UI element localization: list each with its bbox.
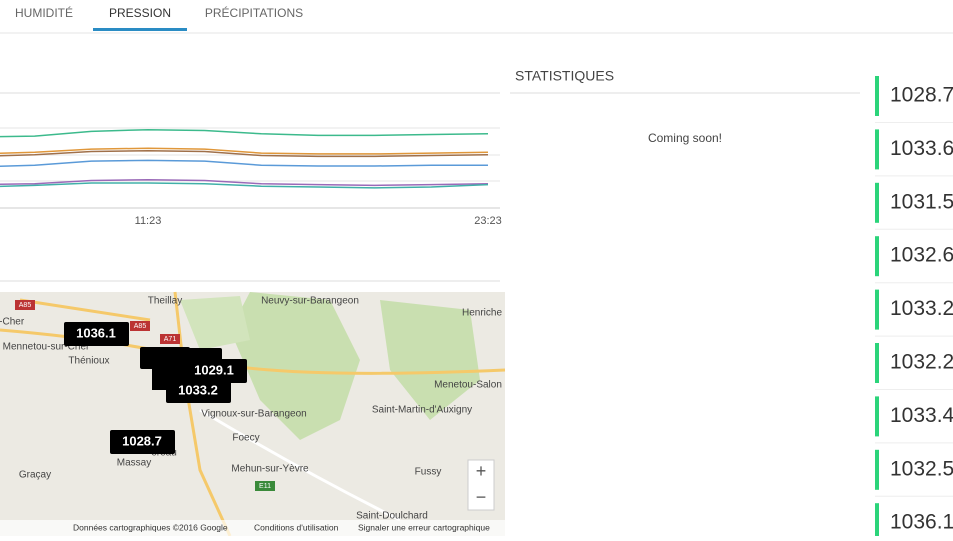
map-footer-text: Données cartographiques ©2016 Google <box>73 522 228 532</box>
status-bar <box>875 396 879 437</box>
forest <box>380 300 480 420</box>
place-label: Saint-Martin-d'Auxigny <box>372 405 472 416</box>
status-bar <box>875 289 879 330</box>
status-bar <box>875 343 879 383</box>
list-value: 1033.6 <box>890 137 953 160</box>
series-line <box>0 147 489 155</box>
tab-active[interactable]: PRESSION <box>109 6 171 20</box>
list-value: 1033.4 <box>890 404 953 427</box>
x-tick-label: 23:23 <box>474 215 502 227</box>
road-badge <box>130 321 150 331</box>
place-label: Menetou-Salon <box>434 380 502 391</box>
status-bar <box>875 503 879 541</box>
place-label: Fussy <box>415 467 442 478</box>
road-badge <box>15 300 35 310</box>
marker[interactable] <box>166 379 231 403</box>
road-badge <box>160 334 180 344</box>
place-label: Mehun-sur-Yèvre <box>231 464 309 475</box>
status-bar <box>875 76 879 116</box>
marker-label[interactable]: 1036.1 <box>76 325 116 340</box>
list-value: 1036.1 <box>890 511 953 534</box>
marker-label[interactable]: 1033.2 <box>178 382 218 397</box>
marker-label[interactable]: 1029.1 <box>194 362 234 377</box>
map: Theillay Neuvy-sur-Barangeon Henriche r-Che… <box>0 291 506 537</box>
road <box>19 298 151 322</box>
series-line <box>0 128 489 138</box>
series-line <box>0 182 489 189</box>
place-label: Henriche <box>462 308 502 319</box>
place-label: Theillay <box>148 296 182 307</box>
road-label: A85 <box>19 302 32 309</box>
tab[interactable]: HUMIDITÉ <box>15 5 73 20</box>
marker[interactable] <box>140 347 190 369</box>
marker[interactable] <box>182 359 247 383</box>
map-footer-text[interactable]: Signaler une erreur cartographique <box>358 522 490 532</box>
status-bar <box>875 182 879 223</box>
place-label: Neuvy-sur-Barangeon <box>261 296 359 307</box>
place-label: Foecy <box>232 433 259 444</box>
place-label: Massay <box>117 458 151 469</box>
zoom-control <box>467 459 495 511</box>
marker[interactable] <box>110 430 175 454</box>
road-label: E11 <box>259 483 271 490</box>
tab-indicator <box>93 28 187 31</box>
list-value: 1031.5 <box>890 190 953 213</box>
forest <box>180 296 250 350</box>
status-bar <box>875 129 879 170</box>
tab[interactable]: PRÉCIPITATIONS <box>205 5 303 20</box>
series-line <box>0 159 488 167</box>
place-label: r-Cher <box>0 317 25 328</box>
tabs: HUMIDITÉ PRESSION PRÉCIPITATIONS <box>0 5 953 34</box>
list-value: 1028.7 <box>890 84 953 107</box>
place-label: Vignoux-sur-Barangeon <box>201 409 306 420</box>
zoom-button[interactable]: − <box>476 487 487 507</box>
road-label: A85 <box>134 323 147 330</box>
marker-label[interactable]: 1028.7 <box>122 433 162 448</box>
road-label: A71 <box>164 336 177 343</box>
marker[interactable] <box>64 322 129 346</box>
place-label: Mennetou-sur-Cher <box>3 342 90 353</box>
zoom-button[interactable]: + <box>476 461 487 481</box>
map-footer-text[interactable]: Conditions d'utilisation <box>254 522 339 532</box>
grid <box>0 127 500 209</box>
status-bar <box>875 449 879 490</box>
x-tick-label: 11:23 <box>135 215 162 227</box>
place-label: Graçay <box>19 470 51 481</box>
list-value: 1033.2 <box>890 297 953 320</box>
stats-message: Coming soon! <box>648 131 722 145</box>
status-bar <box>875 236 879 277</box>
road <box>199 408 401 522</box>
list-value: 1032.2 <box>890 351 953 374</box>
stats-title: STATISTIQUES <box>515 68 614 84</box>
plot: 11:23 23:23 <box>0 128 502 227</box>
map-footer <box>0 520 505 536</box>
road-badge <box>255 481 275 491</box>
place-label: Saint-Doulchard <box>356 511 428 522</box>
place-label: Thénioux <box>68 356 109 367</box>
forest <box>230 292 360 440</box>
series-line <box>0 149 489 158</box>
list-value: 1032.5 <box>890 457 953 480</box>
list-value: 1032.6 <box>890 244 953 267</box>
series-line <box>0 178 489 187</box>
value-list: 1028.7 1033.6 1031.5 1032.6 1033.2 1032.2 1033… <box>875 76 953 541</box>
